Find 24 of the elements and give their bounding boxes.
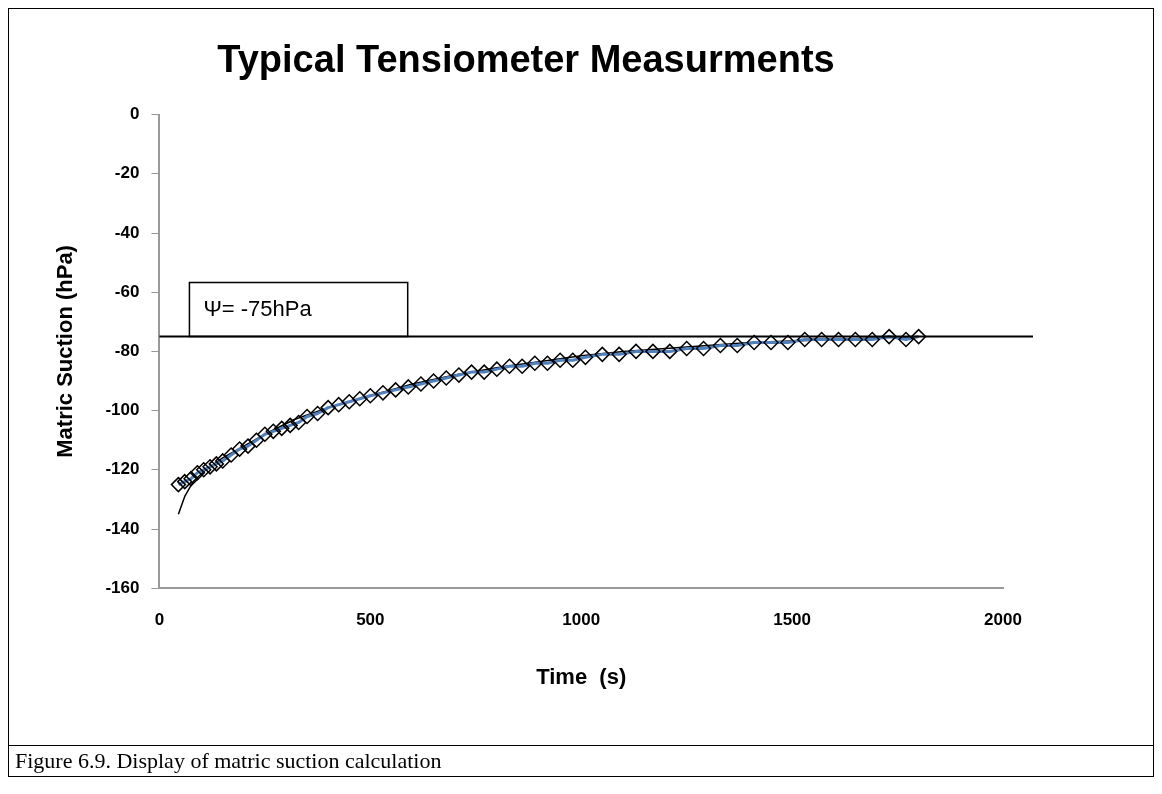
point [320, 399, 336, 416]
ref-line-label: Ψ= -75hPa [203, 295, 313, 321]
y-tick-label: -20 [114, 163, 140, 183]
y-tick-label: 0 [129, 104, 140, 124]
y-tick-label: -160 [105, 577, 140, 597]
caption: Figure 6.9. Display of matric suction calculation [9, 745, 1153, 776]
y-tick-label: -120 [105, 459, 140, 479]
y-tick-label: -40 [114, 222, 140, 242]
point [910, 328, 927, 345]
point [362, 388, 379, 404]
x-tick-label: 1500 [773, 610, 812, 630]
y-tick-label: -60 [114, 281, 140, 301]
x-tick-label: 500 [356, 610, 385, 630]
point [257, 426, 273, 443]
point [489, 361, 505, 377]
x-tick-label: 0 [154, 610, 165, 630]
x-tick-label: 2000 [984, 610, 1022, 630]
y-tick-label: -80 [114, 341, 140, 361]
y-axis-title: Matric Suction (hPa) [52, 245, 78, 458]
y-tick-label: -100 [105, 400, 140, 420]
y-tick-label: -140 [105, 518, 140, 538]
x-axis-title: Time (s) [536, 663, 627, 689]
chart-title: Typical Tensiometer Measurments [217, 38, 835, 81]
x-tick-label: 1000 [562, 610, 601, 630]
